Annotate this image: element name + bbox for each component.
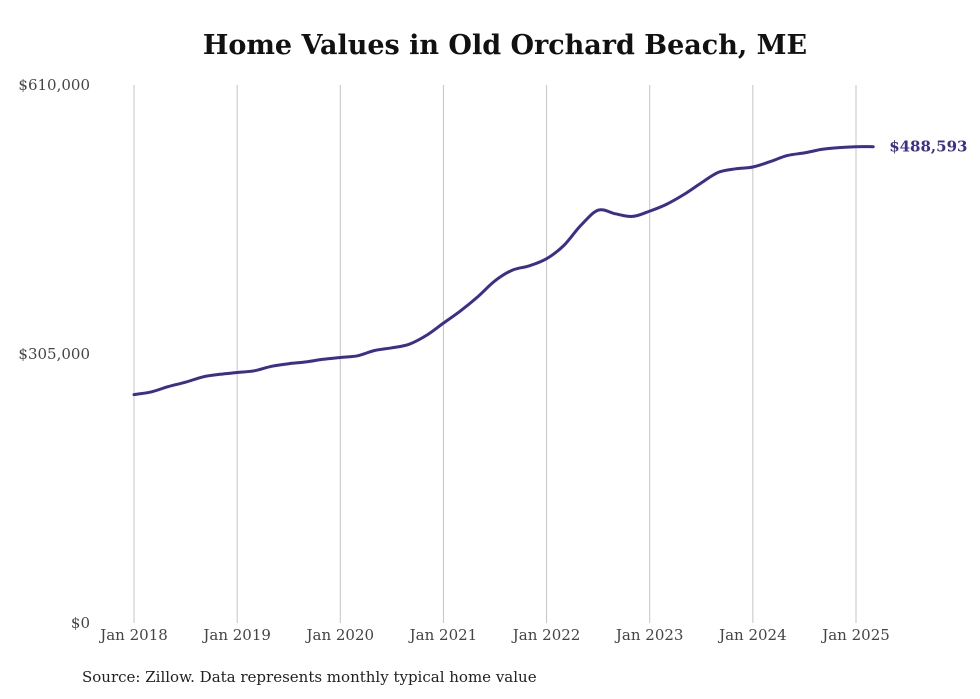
chart-title: Home Values in Old Orchard Beach, ME: [202, 30, 808, 61]
y-tick-label: $0: [71, 614, 90, 632]
y-tick-label: $610,000: [18, 76, 90, 94]
x-tick-label: Jan 2024: [717, 626, 787, 644]
x-tick-label: Jan 2022: [511, 626, 581, 644]
x-tick-label: Jan 2021: [408, 626, 478, 644]
x-tick-label: Jan 2025: [820, 626, 890, 644]
y-axis-ticks: $0 $305,000 $610,000: [18, 76, 90, 632]
x-tick-label: Jan 2018: [98, 626, 168, 644]
x-tick-label: Jan 2019: [201, 626, 271, 644]
x-tick-label: Jan 2023: [614, 626, 684, 644]
source-note: Source: Zillow. Data represents monthly …: [82, 668, 537, 686]
end-value-label: $488,593: [889, 138, 967, 156]
x-tick-label: Jan 2020: [305, 626, 375, 644]
series-line: [132, 145, 875, 397]
y-tick-label: $305,000: [18, 345, 90, 363]
x-axis-ticks: Jan 2018 Jan 2019 Jan 2020 Jan 2021 Jan 2022…: [98, 626, 890, 644]
series-layer: $488,593: [132, 138, 967, 397]
gridlines: [133, 85, 857, 623]
